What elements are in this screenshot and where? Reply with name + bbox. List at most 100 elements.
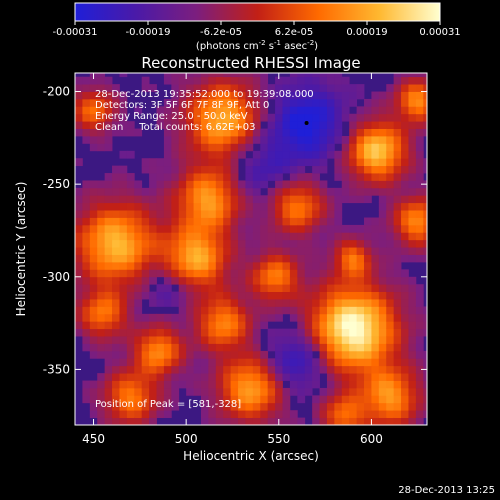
heatmap-cell <box>408 224 417 233</box>
heatmap-cell <box>82 313 91 322</box>
heatmap-cell <box>141 336 150 344</box>
heatmap-cell <box>289 232 298 241</box>
heatmap-cell <box>104 261 113 270</box>
heatmap-cell <box>319 165 328 174</box>
heatmap-cell <box>230 276 239 285</box>
heatmap-cell <box>401 202 409 211</box>
heatmap-cell <box>386 165 395 174</box>
heatmap-cell <box>97 313 106 322</box>
heatmap-cell <box>371 180 380 189</box>
heatmap-cell <box>215 395 224 404</box>
heatmap-cell <box>334 358 343 367</box>
heatmap-cell <box>319 350 328 359</box>
heatmap-cell <box>186 350 194 359</box>
heatmap-cell <box>386 276 395 285</box>
heatmap-cell <box>415 402 424 411</box>
heatmap-cell <box>104 395 113 404</box>
heatmap-cell <box>230 202 239 211</box>
heatmap-cell <box>178 373 187 381</box>
heatmap-cell <box>252 254 261 263</box>
colorbar-tick-label: 0.00031 <box>419 27 460 38</box>
heatmap-cell <box>215 173 224 181</box>
heatmap-cell <box>364 113 372 122</box>
heatmap-cell <box>171 232 180 241</box>
y-axis-label: Heliocentric Y (arcsec) <box>14 182 28 317</box>
heatmap-cell <box>341 402 350 411</box>
heatmap-cell <box>319 395 328 404</box>
heatmap-cell <box>423 128 427 137</box>
heatmap-cell <box>134 202 143 211</box>
heatmap-cell <box>364 180 372 189</box>
heatmap-cell <box>104 187 113 196</box>
heatmap-cell <box>252 210 261 218</box>
heatmap-cell <box>275 365 283 374</box>
heatmap-cell <box>223 217 232 226</box>
heatmap-cell <box>378 247 387 255</box>
heatmap-cell <box>230 247 239 255</box>
heatmap-cell <box>408 313 417 322</box>
heatmap-cell <box>163 276 172 285</box>
heatmap-cell <box>104 224 113 233</box>
heatmap-cells <box>75 73 427 425</box>
heatmap-cell <box>319 269 328 278</box>
heatmap-cell <box>208 365 217 374</box>
heatmap-cell <box>75 210 83 218</box>
heatmap-cell <box>334 350 343 359</box>
heatmap-cell <box>215 254 224 263</box>
heatmap-cell <box>371 306 380 315</box>
heatmap-cell <box>163 73 172 78</box>
heatmap-cell <box>126 239 135 248</box>
heatmap-cell <box>112 343 120 352</box>
heatmap-cell <box>230 254 239 263</box>
heatmap-cell <box>282 261 291 270</box>
heatmap-cell <box>163 299 172 307</box>
heatmap-cell <box>297 173 306 181</box>
heatmap-cell <box>193 358 202 367</box>
heatmap-cell <box>104 276 113 285</box>
heatmap-cell <box>312 313 320 322</box>
heatmap-cell <box>423 328 427 337</box>
heatmap-cell <box>252 217 261 226</box>
heatmap-cell <box>178 224 187 233</box>
heatmap-cell <box>282 350 291 359</box>
heatmap-cell <box>200 91 209 100</box>
heatmap-cell <box>163 76 172 85</box>
heatmap-cell <box>104 239 113 248</box>
heatmap-cell <box>326 143 335 152</box>
heatmap-cell <box>349 98 357 107</box>
heatmap-cell <box>401 224 409 233</box>
heatmap-cell <box>349 269 357 278</box>
heatmap-cell <box>208 387 217 396</box>
heatmap-cell <box>223 387 232 396</box>
heatmap-cell <box>304 328 313 337</box>
heatmap-cell <box>245 217 254 226</box>
heatmap-cell <box>386 350 395 359</box>
heatmap-cell <box>193 195 202 204</box>
heatmap-cell <box>141 158 150 167</box>
heatmap-cell <box>245 247 254 255</box>
heatmap-cell <box>156 299 165 307</box>
heatmap-cell <box>252 239 261 248</box>
heatmap-cell <box>349 387 357 396</box>
heatmap-cell <box>252 410 261 418</box>
heatmap-cell <box>349 395 357 404</box>
heatmap-cell <box>312 232 320 241</box>
heatmap-cell <box>163 291 172 300</box>
heatmap-cell <box>423 165 427 174</box>
heatmap-cell <box>82 328 91 337</box>
heatmap-cell <box>364 195 372 204</box>
heatmap-cell <box>371 269 380 278</box>
heatmap-cell <box>89 254 98 263</box>
heatmap-cell <box>126 232 135 241</box>
heatmap-cell <box>208 328 217 337</box>
heatmap-cell <box>401 195 409 204</box>
heatmap-cell <box>112 365 120 374</box>
heatmap-cell <box>341 365 350 374</box>
heatmap-cell <box>423 158 427 167</box>
heatmap-cell <box>319 180 328 189</box>
heatmap-cell <box>75 276 83 285</box>
heatmap-cell <box>341 373 350 381</box>
heatmap-cell <box>386 195 395 204</box>
heatmap-cell <box>297 247 306 255</box>
heatmap-cell <box>230 336 239 344</box>
